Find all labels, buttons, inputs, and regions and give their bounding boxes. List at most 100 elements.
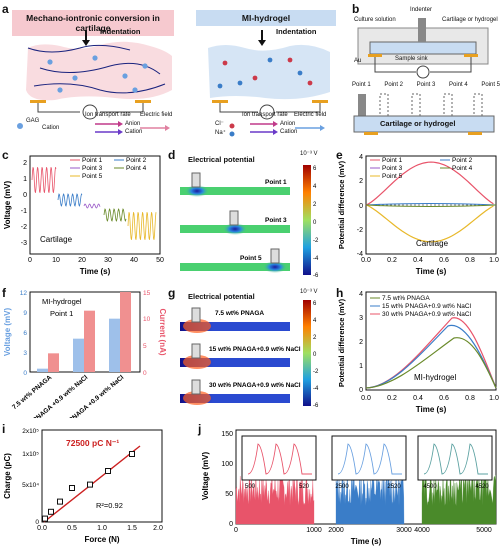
legend-gag: GAG <box>26 118 40 124</box>
scale-tick: 6 <box>313 166 317 172</box>
tick: 0 <box>234 527 238 534</box>
tick: 0.4 <box>413 395 423 402</box>
tick: 3 <box>23 350 27 357</box>
legend-ion-rate-left: Ion transport rate <box>85 112 131 118</box>
tick: 40 <box>130 257 138 264</box>
chart-label: Cartilage <box>416 239 449 248</box>
point-labels: Point 1 Point 2 Point 3 Point 4 Point 5 <box>352 82 500 88</box>
tick: 0.5 <box>67 525 77 532</box>
scale-tick: -6 <box>313 273 319 279</box>
tick: 2 <box>359 178 363 185</box>
axis-label: Time (s) <box>416 405 447 414</box>
tick: 1000 <box>306 527 322 534</box>
tick: 4000 <box>414 527 430 534</box>
legend-entry: Point 1 <box>82 157 103 164</box>
tick: 100 <box>221 461 233 468</box>
legend-na: Na⁺ <box>215 130 226 136</box>
legend-cl: Cl⁻ <box>215 121 224 127</box>
panel-i-chart: 72500 pC N⁻¹ R²=0.92 0 5x10⁴ 1x10⁵ 2x10⁵… <box>3 428 163 544</box>
tick: 10 <box>143 316 151 323</box>
inset-tick: 500 <box>245 484 256 490</box>
sink-label: Sample sink <box>395 56 428 62</box>
tick: -3 <box>21 240 27 247</box>
current-bar <box>48 353 59 372</box>
point-label: Point 3 <box>416 82 436 88</box>
point-label: Point 1 <box>352 82 371 88</box>
panel-g-unit: 10⁻³ V <box>300 289 318 295</box>
tick: 5000 <box>476 527 492 534</box>
axis-label: Voltage (mV) <box>201 452 210 501</box>
tick: 1.0 <box>489 257 499 264</box>
tick: 0.0 <box>37 525 47 532</box>
axis-label: Time (s) <box>80 267 111 276</box>
voltage-bar <box>37 368 48 372</box>
scale-tick: 2 <box>313 202 317 208</box>
tick: 50 <box>156 257 164 264</box>
tick: 1x10⁵ <box>22 451 39 458</box>
scale-tick: -4 <box>313 386 319 392</box>
indentation-label-right: Indentation <box>276 27 317 36</box>
panel-a-title-left: Mechano-iontronic conversion in cartilag… <box>12 10 174 36</box>
panel-d-title: Electrical potential <box>188 155 255 164</box>
axis-label: Force (N) <box>84 535 119 544</box>
panel-d-simulation: 6 4 2 0 -2 -4 -6 Point 1 Point 3 Point 5 <box>180 165 319 279</box>
tick: 4 <box>359 154 363 161</box>
panel-h-chart: 0 1 2 3 4 0.0 0.2 0.4 0.6 0.8 1.0 Time (… <box>337 291 499 414</box>
sim-label: 7.5 wt% PNAGA <box>215 310 264 317</box>
tick: 2 <box>23 160 27 167</box>
axis-label: Time (s) <box>351 537 382 546</box>
voltage-bar <box>109 318 120 372</box>
legend-entry: Point 4 <box>126 165 147 172</box>
tick: 0.2 <box>387 395 397 402</box>
scale-tick: -2 <box>313 238 319 244</box>
tick: 0 <box>23 192 27 199</box>
tick: 1 <box>359 363 363 370</box>
panel-letter-j: j <box>198 422 202 436</box>
legend-entry: Point 5 <box>82 173 103 180</box>
data-point <box>105 468 111 474</box>
culture-label: Culture solution <box>354 17 396 23</box>
tick: 50 <box>225 491 233 498</box>
tick: 3 <box>359 315 363 322</box>
scale-tick: 4 <box>313 184 317 190</box>
scale-tick: 4 <box>313 318 317 324</box>
panel-letter-c: c <box>2 148 9 162</box>
axis-label: Potential difference (mV) <box>337 298 346 387</box>
sim-label: Point 1 <box>265 179 287 186</box>
tick: 1.0 <box>97 525 107 532</box>
legend-entry: Point 4 <box>452 165 473 172</box>
r2-label: R²=0.92 <box>96 501 123 510</box>
panel-letter-i: i <box>2 422 6 436</box>
scale-tick: 0 <box>313 220 317 226</box>
axis-label: Potential difference (mV) <box>337 160 346 249</box>
scale-tick: -4 <box>313 256 319 262</box>
data-point <box>42 515 48 522</box>
axis-label-left: Voltage (mV) <box>3 308 12 357</box>
au-label: Au <box>354 58 362 64</box>
data-point <box>57 498 63 505</box>
tick: 1.5 <box>127 525 137 532</box>
indentation-label-left: Indentation <box>100 27 141 36</box>
data-point <box>87 481 93 488</box>
tick: 1 <box>23 176 27 183</box>
tick: 0 <box>23 370 27 377</box>
data-point <box>48 508 54 515</box>
tick: 0.4 <box>413 257 423 264</box>
tick: 0.6 <box>439 257 449 264</box>
legend-entry: Point 2 <box>126 157 147 164</box>
point-label: Point 2 <box>384 82 404 88</box>
tick: 15 <box>143 290 151 297</box>
panel-g-simulation: 6 4 2 0 -2 -4 -6 7.5 wt% PNAGA 15 wt% PN… <box>180 300 319 409</box>
legend-ion-rate-right: Ion transport rate <box>242 112 288 118</box>
inset-tick: 520 <box>299 484 310 490</box>
legend-entry: 15 wt% PNAGA+0.9 wt% NaCl <box>382 303 472 310</box>
tick: 20 <box>78 257 86 264</box>
tick: 0.8 <box>465 257 475 264</box>
panel-d-unit: 10⁻³ V <box>300 151 318 157</box>
slope-label: 72500 pC N⁻¹ <box>66 438 119 448</box>
tick: 0 <box>143 370 147 377</box>
legend-entry: Point 5 <box>382 173 403 180</box>
panel-letter-f: f <box>2 286 6 300</box>
legend-anion-right: Anion <box>280 121 296 127</box>
panel-letter-e: e <box>336 148 343 162</box>
